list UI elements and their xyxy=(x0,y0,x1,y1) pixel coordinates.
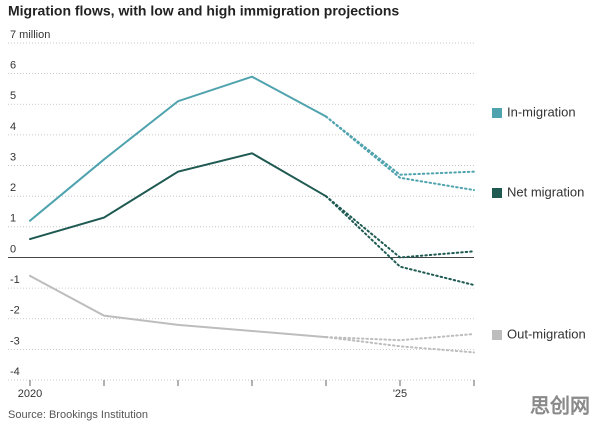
source: Source: Brookings Institution xyxy=(8,409,148,421)
legend-label: In-migration xyxy=(507,104,576,119)
y-tick-label: 3 xyxy=(10,151,16,163)
y-tick-label: 5 xyxy=(10,90,16,102)
legend-label: Net migration xyxy=(507,184,584,199)
projection-low xyxy=(325,336,475,354)
watermark: 思创网 xyxy=(530,393,590,417)
chart-title: Migration flows, with low and high immig… xyxy=(8,3,399,19)
projection-high xyxy=(325,115,475,176)
y-tick-label: 4 xyxy=(10,121,16,133)
series-line xyxy=(29,75,327,222)
legend-label: Out-migration xyxy=(507,326,586,341)
x-tick-label: '25 xyxy=(393,388,407,400)
y-tick-label: 1 xyxy=(10,213,16,225)
y-tick-label: -1 xyxy=(10,274,20,286)
y-tick-label: 6 xyxy=(10,60,16,72)
series-line xyxy=(29,274,327,339)
y-tick-label: 0 xyxy=(10,243,16,255)
projection-low xyxy=(325,195,475,287)
projection-high xyxy=(325,333,475,342)
legend-swatch xyxy=(492,330,502,340)
y-tick-label: 2 xyxy=(10,182,16,194)
y-tick-label: -2 xyxy=(10,305,20,317)
x-tick-label: 2020 xyxy=(18,388,42,400)
y-tick-label: 7 million xyxy=(10,29,50,41)
legend-swatch xyxy=(492,108,502,118)
legend-swatch xyxy=(492,188,502,198)
projection-high xyxy=(325,195,475,259)
y-tick-label: -4 xyxy=(10,366,20,378)
projection-low xyxy=(325,115,475,192)
series-line xyxy=(29,152,327,241)
y-tick-label: -3 xyxy=(10,335,20,347)
